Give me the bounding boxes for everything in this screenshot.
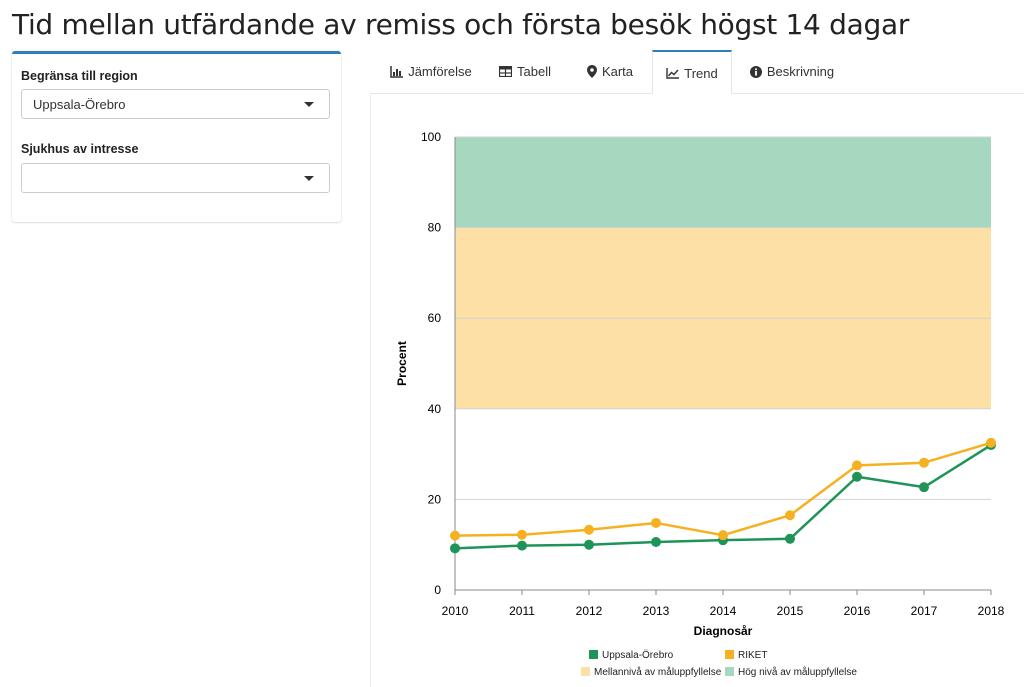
legend-label: RIKET [738,650,767,661]
legend-label: Mellannivå av måluppfyllelse [594,666,722,678]
tab-label: Beskrivning [766,64,835,79]
chevron-down-icon [304,102,314,107]
y-tick-label: 0 [434,583,441,597]
data-point-riket [517,529,527,540]
y-tick-label: 20 [428,492,442,506]
tab-jamforelse[interactable]: Jämförelse [376,50,486,93]
series-line-riket [454,441,992,537]
y-tick-label: 40 [428,402,442,416]
legend-label: Uppsala-Örebro [602,649,674,661]
data-point-region [584,539,594,550]
x-tick-label: 2012 [576,604,603,618]
region-filter-label: Begränsa till region [21,69,138,83]
bar-chart-icon [390,65,404,78]
data-point-riket [986,437,996,448]
target-band-high [455,137,991,228]
data-point-region [919,482,929,493]
data-point-region [651,536,661,547]
legend-swatch [725,667,734,676]
tab-tabell[interactable]: Tabell [486,50,564,93]
filter-panel: Begränsa till region Uppsala-Örebro Sjuk… [12,51,341,222]
x-tick-label: 2013 [643,604,670,618]
legend-swatch [581,667,590,676]
chart-frame: 0 20 40 60 80 100 2010 2011 2012 2013 2014 2015 2016… [370,93,1024,687]
data-point-riket [852,460,862,471]
data-point-riket [785,510,795,521]
legend-label: Hög nivå av måluppfyllelse [738,666,857,678]
page-title: Tid mellan utfärdande av remiss och förs… [12,8,910,41]
info-circle-icon [749,65,762,78]
tab-trend[interactable]: Trend [652,50,732,94]
legend-swatch [725,650,734,659]
x-tick-label: 2016 [844,604,871,618]
data-point-riket [651,517,661,528]
table-icon [499,66,513,77]
data-point-region [450,543,460,554]
region-select[interactable]: Uppsala-Örebro [21,89,330,119]
chevron-down-icon [304,176,314,181]
x-tick-label: 2014 [710,604,737,618]
tab-label: Jämförelse [408,64,472,79]
data-point-riket [718,530,728,541]
x-tick-label: 2015 [777,604,804,618]
x-tick-label: 2010 [442,604,469,618]
tab-karta[interactable]: Karta [572,50,648,93]
x-tick-label: 2018 [978,604,1005,618]
tab-label: Karta [601,64,634,79]
hospital-select[interactable] [21,163,330,193]
hospital-filter-label: Sjukhus av intresse [21,142,139,156]
region-select-value: Uppsala-Örebro [33,97,126,112]
line-chart-icon [666,67,680,79]
y-tick-label: 60 [428,311,442,325]
tab-beskrivning[interactable]: Beskrivning [742,50,842,93]
x-axis-title: Diagnosår [694,624,753,638]
tab-bar: Jämförelse Tabell Karta Trend Beskrivnin… [370,50,1024,94]
data-point-region [852,471,862,482]
map-marker-icon [586,65,597,78]
legend-swatch [589,650,598,659]
data-point-riket [450,530,460,541]
data-point-region [517,540,527,551]
data-point-riket [584,524,594,535]
x-tick-label: 2017 [911,604,938,618]
x-tick-label: 2011 [509,604,535,618]
y-tick-label: 100 [421,130,441,144]
data-point-riket [919,457,929,468]
tab-label: Trend [684,65,718,81]
data-point-region [785,533,795,544]
tab-label: Tabell [517,64,551,79]
y-tick-label: 80 [428,221,442,235]
trend-chart: 0 20 40 60 80 100 2010 2011 2012 2013 2014 2015 2016… [395,130,1005,678]
y-axis-title: Procent [395,341,409,386]
